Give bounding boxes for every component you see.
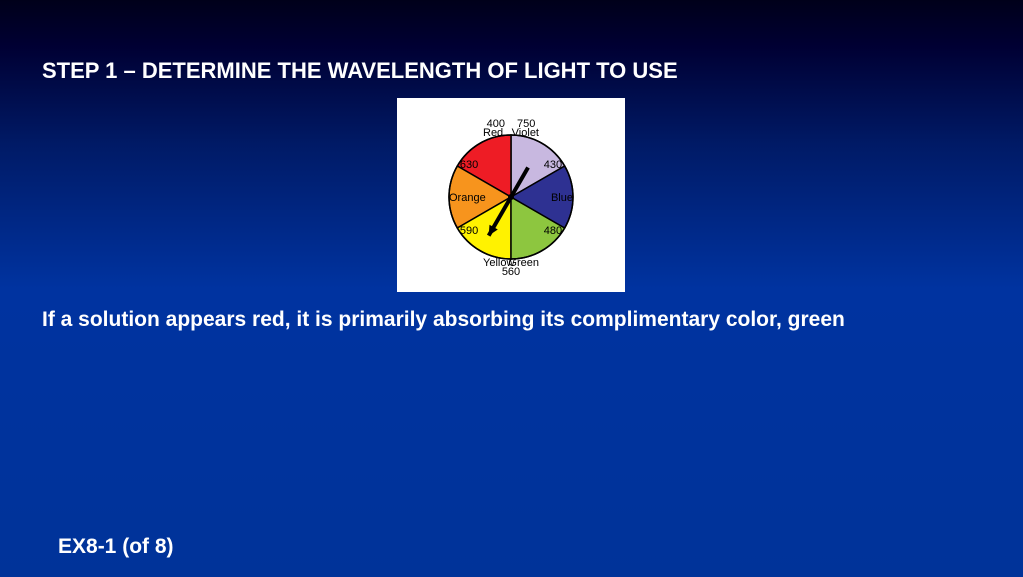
wavelength-label-430: 430 <box>544 159 562 171</box>
slide-footer: EX8-1 (of 8) <box>58 535 174 559</box>
color-wheel-container: VioletRedOrangeYellowGreenBlue4007504304… <box>397 98 625 292</box>
wheel-label-orange: Orange <box>449 192 486 204</box>
wavelength-label-750: 750 <box>517 118 535 130</box>
wavelength-label-560: 560 <box>502 266 520 278</box>
wavelength-label-400: 400 <box>487 118 505 130</box>
color-wheel-diagram: VioletRedOrangeYellowGreenBlue4007504304… <box>397 98 625 292</box>
slide-caption: If a solution appears red, it is primari… <box>42 308 982 332</box>
wheel-center-dot <box>508 194 514 200</box>
wavelength-label-590: 590 <box>460 225 478 237</box>
wavelength-label-630: 630 <box>460 159 478 171</box>
wavelength-label-480: 480 <box>544 225 562 237</box>
wheel-label-blue: Blue <box>551 192 573 204</box>
slide-title: STEP 1 – DETERMINE THE WAVELENGTH OF LIG… <box>42 58 678 84</box>
